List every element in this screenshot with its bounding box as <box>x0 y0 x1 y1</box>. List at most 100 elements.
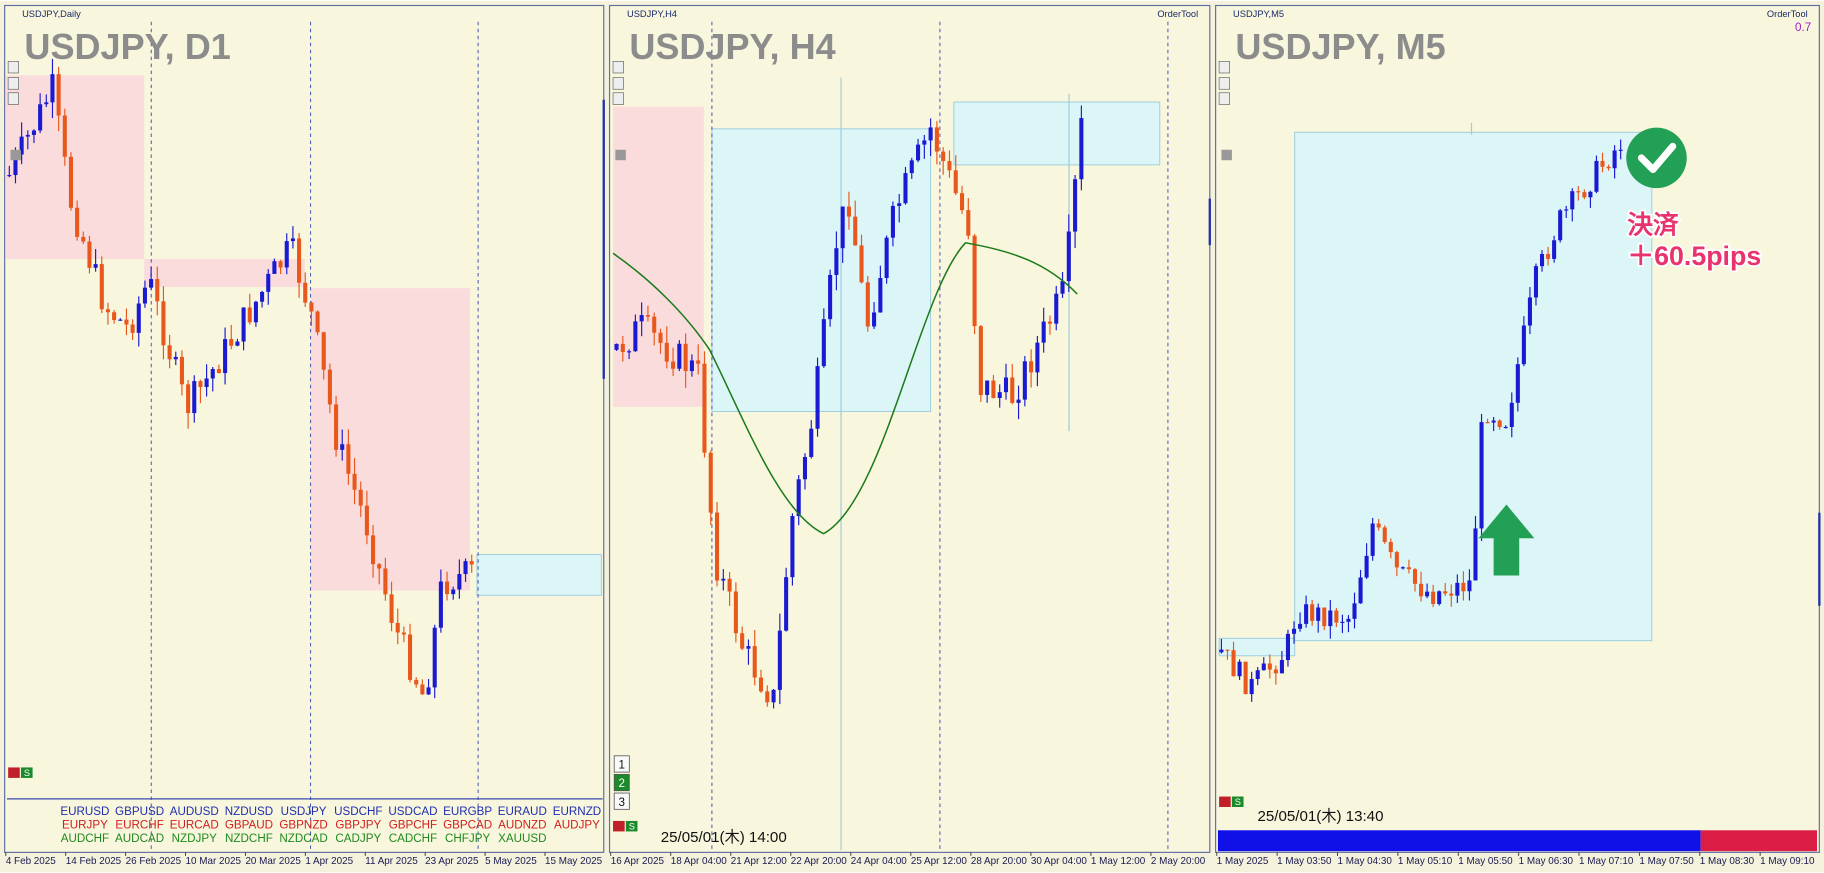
symbol-button[interactable]: EURUSD <box>60 805 109 818</box>
mini-button-label: S <box>629 822 635 832</box>
symbol-button[interactable]: AUDNZD <box>498 819 546 832</box>
tool-label[interactable]: OrderTool <box>1767 9 1808 19</box>
candle-body <box>878 278 883 313</box>
candle-body <box>1570 191 1575 210</box>
candle-body <box>278 261 283 268</box>
zone <box>1294 131 1653 642</box>
x-tick-label: 14 Feb 2025 <box>66 856 122 867</box>
symbol-button[interactable]: USDCHF <box>334 805 382 818</box>
candle-body <box>683 343 688 372</box>
candle-body <box>1352 603 1357 619</box>
tool-label[interactable]: OrderTool <box>1157 9 1198 19</box>
candle-body <box>909 160 914 174</box>
timeframe-button[interactable] <box>613 792 630 810</box>
candle-body <box>1552 240 1557 259</box>
symbol-button[interactable]: GBPCHF <box>389 819 437 832</box>
symbol-button[interactable]: CHFJPY <box>445 832 490 845</box>
candle-body <box>1035 342 1040 373</box>
candle-body <box>677 343 682 369</box>
candle-body <box>1394 552 1399 568</box>
symbol-button[interactable]: NZDCHF <box>225 832 273 845</box>
symbol-button[interactable]: AUDCHF <box>61 832 109 845</box>
chart-title: USDJPY, H4 <box>629 26 835 67</box>
candle-body <box>1358 577 1363 604</box>
check-mark <box>1637 142 1677 174</box>
window-label: USDJPY,M5 <box>1233 9 1284 19</box>
symbol-button[interactable]: NZDJPY <box>172 832 217 845</box>
symbol-button[interactable]: EURCHF <box>115 819 163 832</box>
candle-body <box>223 339 228 374</box>
symbol-button[interactable]: NZDUSD <box>225 805 273 818</box>
symbol-button[interactable]: NZDCAD <box>279 832 327 845</box>
symbol-button[interactable]: AUDJPY <box>554 819 600 832</box>
symbol-button[interactable]: GBPAUD <box>225 819 273 832</box>
x-tick-label: 23 Apr 2025 <box>425 856 479 867</box>
candle-body <box>796 479 801 517</box>
symbol-button[interactable]: CADCHF <box>389 832 437 845</box>
x-tick-label: 10 Mar 2025 <box>186 856 242 867</box>
candle-body <box>1412 569 1418 584</box>
timeframe-button-label: 2 <box>619 777 625 790</box>
symbol-button[interactable]: CADJPY <box>335 832 381 845</box>
candle-body <box>167 345 172 360</box>
candle-body <box>432 627 437 688</box>
symbol-button[interactable]: GBPUSD <box>115 805 164 818</box>
symbol-button[interactable]: USDJPY <box>281 805 327 818</box>
x-tick-label: 18 Apr 04:00 <box>671 856 728 867</box>
window-label: USDJPY,Daily <box>22 9 81 19</box>
candle-body <box>1419 583 1424 597</box>
symbol-button[interactable]: GBPCAD <box>443 819 492 832</box>
candle-body <box>1576 191 1581 193</box>
symbol-button[interactable]: EURCAD <box>170 819 219 832</box>
timeframe-button[interactable] <box>613 774 630 792</box>
symbol-button[interactable]: GBPNZD <box>279 819 327 832</box>
mini-button-label: S <box>1235 797 1241 807</box>
timeframe-button[interactable] <box>613 755 630 773</box>
candle-body <box>451 589 456 595</box>
scroll-indicator <box>602 99 605 379</box>
candle-body <box>235 341 240 346</box>
candle-body <box>334 404 339 450</box>
candle-body <box>408 634 413 680</box>
symbol-button[interactable]: EURGBP <box>443 805 492 818</box>
symbol-button[interactable]: EURNZD <box>553 805 601 818</box>
candle-body <box>947 161 952 171</box>
x-tick-label: 24 Apr 04:00 <box>851 856 908 867</box>
candle-body <box>1304 604 1309 624</box>
candle-body <box>1016 399 1021 403</box>
mini-button-green[interactable] <box>625 820 638 832</box>
candle-body <box>1370 523 1375 556</box>
candle-body <box>1054 293 1059 324</box>
symbol-button[interactable]: AUDCAD <box>115 832 164 845</box>
candle-body <box>941 151 946 162</box>
candle-body <box>1539 254 1545 267</box>
candle-body <box>689 360 694 372</box>
x-tick-label: 28 Apr 20:00 <box>971 856 1028 867</box>
symbol-button[interactable]: GBPJPY <box>335 819 381 832</box>
symbol-button[interactable]: XAUUSD <box>498 832 546 845</box>
check-icon <box>1626 127 1687 189</box>
candle-body <box>93 264 98 268</box>
candle-body <box>865 282 870 327</box>
zone <box>711 128 932 412</box>
scroll-button <box>7 77 19 90</box>
candle-body <box>890 205 895 238</box>
x-tick-label: 1 May 12:00 <box>1091 856 1146 867</box>
candle-body <box>671 361 676 369</box>
candle-body <box>284 241 289 268</box>
symbol-button[interactable]: AUDUSD <box>170 805 219 818</box>
candle-body <box>1485 422 1490 424</box>
mini-button-green[interactable] <box>20 767 33 778</box>
candle-body <box>229 339 234 346</box>
candle-body <box>469 561 474 565</box>
candle-body <box>179 356 184 385</box>
candle-body <box>44 102 49 105</box>
symbol-button[interactable]: USDCAD <box>388 805 437 818</box>
symbol-button[interactable]: EURJPY <box>62 819 108 832</box>
candle-body <box>928 127 933 141</box>
candle-body <box>303 282 308 303</box>
candle-body <box>253 301 258 323</box>
candle-body <box>1066 231 1071 282</box>
mini-button-green[interactable] <box>1231 796 1244 807</box>
symbol-button[interactable]: EURAUD <box>498 805 547 818</box>
